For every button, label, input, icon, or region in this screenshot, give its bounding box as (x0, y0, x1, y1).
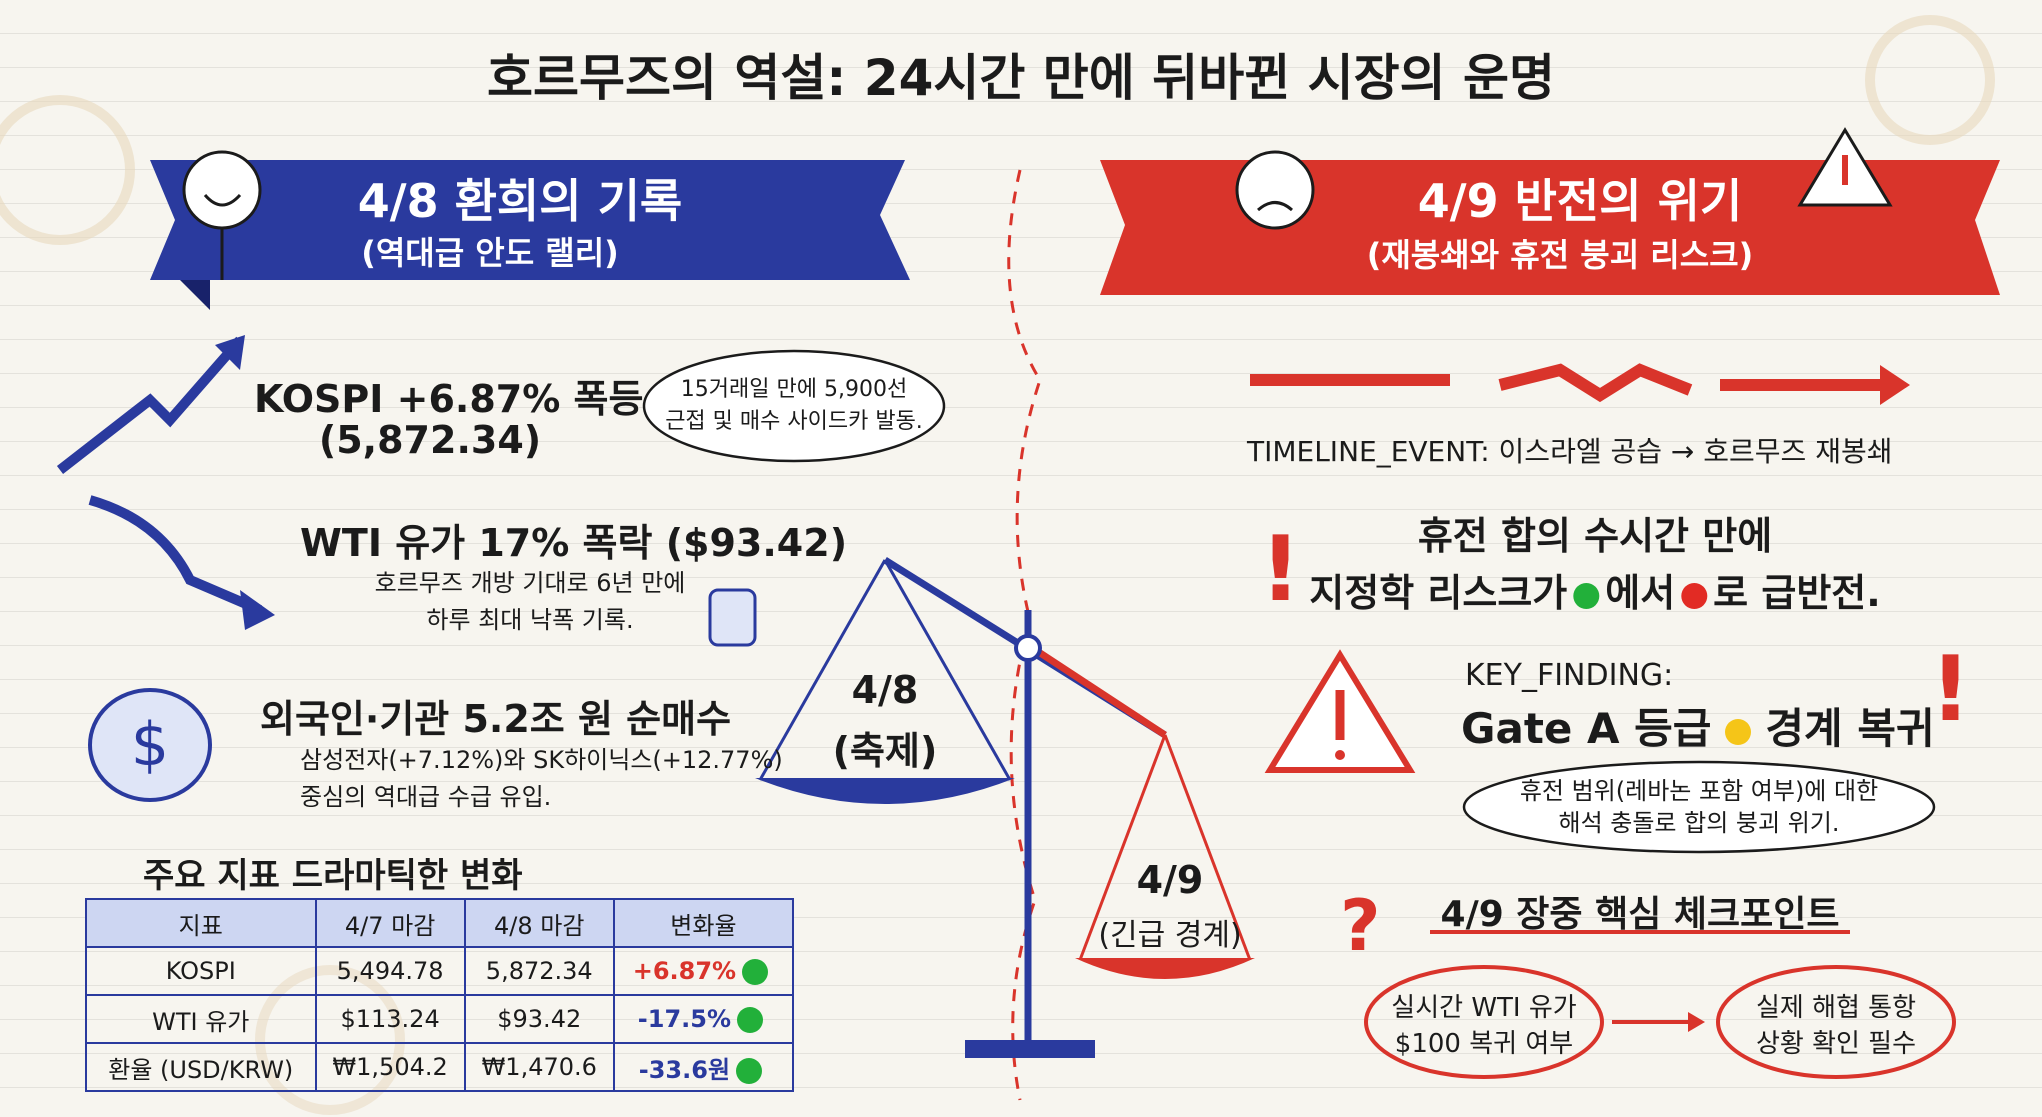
svg-text:!: ! (1930, 637, 1971, 742)
checkpoint-line: 실시간 WTI 유가 (1391, 993, 1577, 1023)
change: -17.5% (637, 1005, 732, 1033)
yellow-dot (1725, 718, 1752, 745)
svg-text:$: $ (131, 710, 169, 780)
header-cell: 4/8 마감 (463, 898, 615, 948)
text: 지정학 리스크가 (1309, 571, 1568, 615)
ceasefire-line: 휴전 합의 수시간 만에 (1417, 514, 1773, 558)
status-dot (737, 1007, 764, 1033)
row: 환율 (USD/KRW) ₩1,504.2 ₩1,470.6 -33.6원 (85, 1042, 795, 1092)
scale-label: 4/9 (1136, 858, 1204, 902)
status-dot (742, 959, 769, 985)
cell: ₩1,504.2 (314, 1042, 466, 1092)
kospi-value: (5,872.34) (318, 418, 542, 462)
checkpoint: 실제 해협 통항 상황 확인 필수 (1756, 990, 1916, 1062)
status-dot (736, 1057, 763, 1084)
text: 에서 (1605, 571, 1676, 615)
finding: Gate A 등급 경계 복귀 (1461, 695, 1935, 756)
flows-headline: 외국인·기관 5.2조 원 순매수 (260, 697, 732, 741)
banner-subtitle: (역대급 안도 랠리) (361, 234, 619, 272)
change: -33.6원 (638, 1055, 731, 1084)
table-title: 주요 지표 드라마틱한 변화 (143, 856, 523, 896)
svg-text:?: ? (1340, 885, 1381, 967)
cell: WTI 유가 (85, 994, 317, 1044)
indicator-table: 지표 4/7 마감 4/8 마감 변화율 KOSPI 5,494.78 5,87… (85, 898, 795, 1092)
bubble-line: 15거래일 만에 5,900선 (680, 377, 908, 402)
kospi-bubble: 15거래일 만에 5,900선 근접 및 매수 사이드카 발동. (665, 374, 923, 438)
flows-notes: 삼성전자(+7.12%)와 SK하이닉스(+12.77%) 중심의 역대급 수급… (300, 742, 783, 816)
red-dot (1681, 582, 1708, 609)
bubble-line: 휴전 범위(레바논 포함 여부)에 대한 (1519, 777, 1879, 805)
cell: KOSPI (85, 946, 317, 996)
cell: 5,872.34 (463, 946, 615, 996)
wti-headline: WTI 유가 17% 폭락 ($93.42) (300, 521, 848, 565)
note: 삼성전자(+7.12%)와 SK하이닉스(+12.77%) (300, 746, 783, 774)
cell: 환율 (USD/KRW) (85, 1042, 317, 1092)
grade: Gate A 등급 (1461, 704, 1712, 753)
green-dot (1573, 582, 1600, 609)
wti-notes: 호르무즈 개방 기대로 6년 만에 하루 최대 낙폭 기록. (375, 565, 686, 639)
text: 로 급반전. (1713, 571, 1881, 615)
finding-label: KEY_FINDING: (1465, 658, 1674, 693)
svg-text:!: ! (1260, 517, 1301, 622)
checkpoint-title: 4/9 장중 핵심 체크포인트 (1440, 894, 1840, 935)
row: WTI 유가 $113.24 $93.42 -17.5% (85, 994, 795, 1044)
banner-subtitle: (재봉쇄와 휴전 붕괴 리스크) (1366, 236, 1754, 274)
risk-bubble: 휴전 범위(레바논 포함 여부)에 대한 해석 충돌로 합의 붕괴 위기. (1520, 775, 1878, 839)
cell: +6.87% (612, 946, 795, 996)
change: +6.87% (632, 957, 737, 985)
scale-label: 4/8 (851, 668, 919, 712)
cell: -33.6원 (612, 1042, 795, 1092)
cell: -17.5% (612, 994, 795, 1044)
note: 중심의 역대급 수급 유입. (300, 783, 552, 811)
checkpoint-line: 실제 해협 통항 (1755, 993, 1917, 1023)
checkpoint: 실시간 WTI 유가 $100 복귀 여부 (1391, 990, 1576, 1062)
row: KOSPI 5,494.78 5,872.34 +6.87% (85, 946, 795, 996)
banner-title: 4/8 환희의 기록 (357, 174, 683, 228)
bubble-line: 해석 충돌로 합의 붕괴 위기. (1558, 809, 1840, 837)
cell: ₩1,470.6 (463, 1042, 615, 1092)
header-cell: 지표 (85, 898, 317, 948)
note: 호르무즈 개방 기대로 6년 만에 (374, 569, 686, 597)
checkpoint-line: $100 복귀 여부 (1394, 1029, 1574, 1059)
bubble-line: 근접 및 매수 사이드카 발동. (665, 409, 923, 434)
checkpoint-line: 상황 확인 필수 (1755, 1029, 1917, 1059)
banner-title: 4/9 반전의 위기 (1417, 174, 1743, 228)
scale-label: (긴급 경계) (1098, 918, 1242, 953)
ceasefire-line: 지정학 리스크가 에서 로 급반전. (1309, 562, 1880, 617)
header-cell: 4/7 마감 (314, 898, 466, 948)
header-row: 지표 4/7 마감 4/8 마감 변화율 (85, 898, 795, 948)
cell: $113.24 (314, 994, 466, 1044)
timeline-event: TIMELINE_EVENT: 이스라엘 공습 → 호르무즈 재봉쇄 (1247, 435, 1893, 468)
cell: 5,494.78 (314, 946, 466, 996)
status: 경계 복귀 (1765, 704, 1935, 753)
note: 하루 최대 낙폭 기록. (426, 606, 634, 634)
header-cell: 변화율 (612, 898, 795, 948)
title: 호르무즈의 역설: 24시간 만에 뒤바뀐 시장의 운명 (486, 49, 1556, 107)
scale-label: (축제) (832, 729, 938, 773)
cell: $93.42 (463, 994, 615, 1044)
kospi-headline: KOSPI +6.87% 폭등 (254, 377, 644, 421)
